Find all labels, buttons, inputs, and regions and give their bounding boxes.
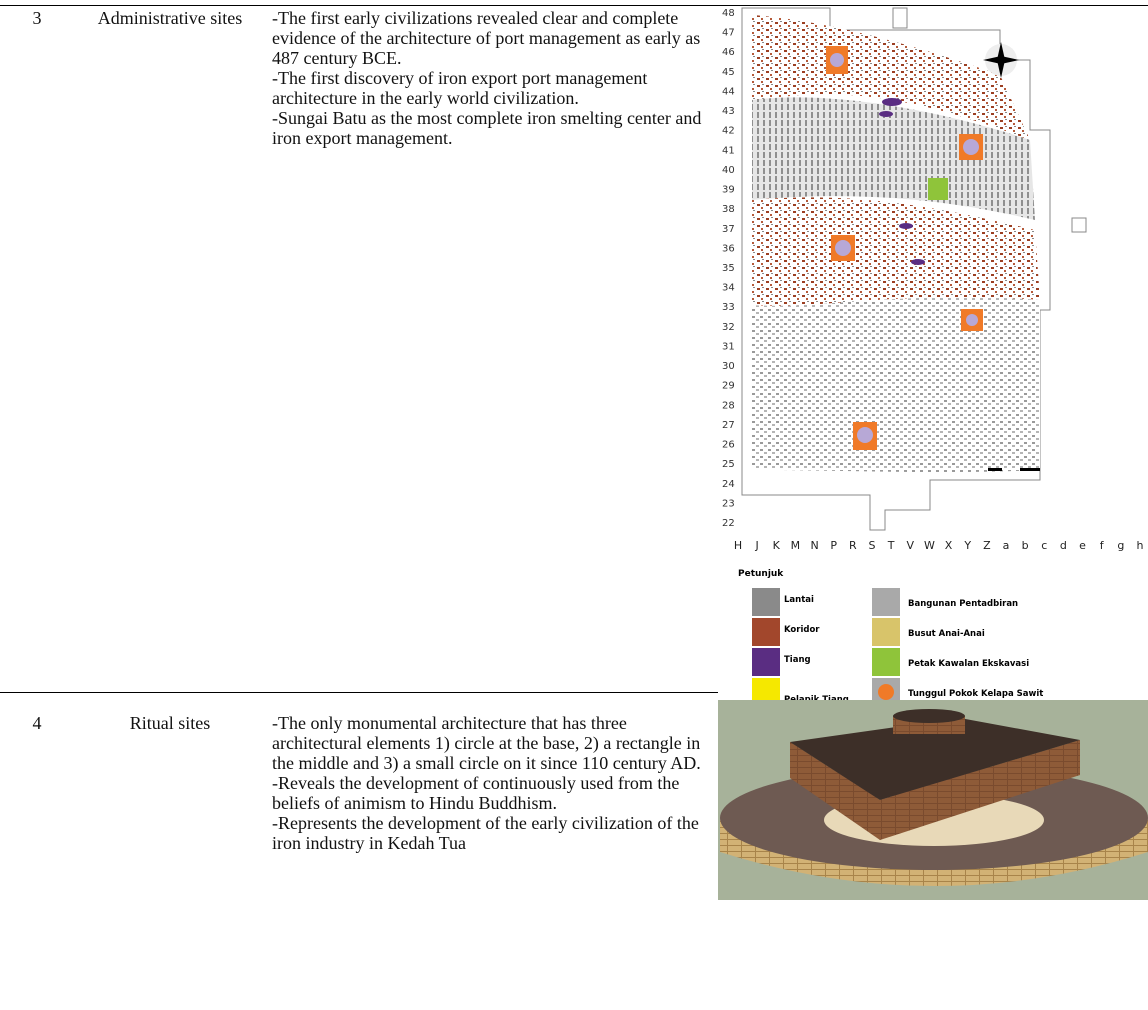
floor-area xyxy=(752,97,1035,220)
row-label: 27 xyxy=(722,420,735,431)
description-line: -Sungai Batu as the most complete iron s… xyxy=(272,108,702,148)
site-name: Ritual sites xyxy=(129,713,211,733)
column-label: K xyxy=(773,539,781,552)
column-label: M xyxy=(791,539,801,552)
description-line: -The first discovery of iron export port… xyxy=(272,68,648,108)
row-label: 35 xyxy=(722,263,735,274)
row-label: 37 xyxy=(722,224,735,235)
row-label: 30 xyxy=(722,361,735,372)
column-label: R xyxy=(849,539,857,552)
legend-swatch xyxy=(872,588,900,616)
rule xyxy=(0,692,718,693)
column-label: H xyxy=(734,539,742,552)
row-label: 47 xyxy=(722,28,735,39)
legend-swatch xyxy=(752,648,780,676)
row-label: 26 xyxy=(722,440,735,451)
column-label: T xyxy=(887,539,895,552)
row-label: 39 xyxy=(722,185,735,196)
column-label: P xyxy=(830,539,837,552)
legend-title: Petunjuk xyxy=(738,569,784,579)
description-line: -The first early civilizations revealed … xyxy=(272,8,701,68)
description: -The first early civilizations revealed … xyxy=(272,8,712,148)
legend-label: Tunggul Pokok Kelapa Sawit xyxy=(908,689,1043,699)
pillars xyxy=(879,98,925,265)
site-map: 48 47 46 45 44 43 42 41 40 39 38 37 36 35 34 33 32 31 30 29… xyxy=(722,7,1144,706)
description-line: -The only monumental architecture that h… xyxy=(272,713,701,773)
column-label: N xyxy=(810,539,818,552)
row-label: 38 xyxy=(722,204,735,215)
legend-label: Koridor xyxy=(784,625,820,635)
legend-swatch xyxy=(872,648,900,676)
row-label: 33 xyxy=(722,302,735,313)
legend-label: Lantai xyxy=(784,595,814,605)
column-label: b xyxy=(1022,539,1029,552)
row-label: 31 xyxy=(722,341,735,352)
column-label: c xyxy=(1041,539,1047,552)
rule xyxy=(0,5,1148,6)
column-label: V xyxy=(907,539,915,552)
legend-swatch xyxy=(878,684,894,700)
site-name: Administrative sites xyxy=(97,8,243,28)
corridor-area xyxy=(752,197,1040,306)
row-label: 36 xyxy=(722,243,735,254)
column-label: W xyxy=(924,539,935,552)
legend-label: Bangunan Pentadbiran xyxy=(908,599,1018,609)
scale-bar xyxy=(988,468,1040,471)
description-line: -Reveals the development of continuously… xyxy=(272,773,680,813)
description: -The only monumental architecture that h… xyxy=(272,713,712,853)
description-line: -Represents the development of the early… xyxy=(272,813,699,853)
row-label: 44 xyxy=(722,86,735,97)
column-label: Y xyxy=(963,539,971,552)
top-circle xyxy=(893,709,965,723)
row-label: 32 xyxy=(722,322,735,333)
control-plot xyxy=(928,178,948,200)
row-label: 23 xyxy=(722,498,735,509)
row-label: 40 xyxy=(722,165,735,176)
column-label: h xyxy=(1137,539,1144,552)
column-label: f xyxy=(1100,539,1105,552)
outline-box xyxy=(892,7,908,29)
row-label: 34 xyxy=(722,283,735,294)
platform-side xyxy=(880,740,1080,840)
column-label: J xyxy=(755,539,759,552)
admin-area xyxy=(752,297,1040,473)
outline-box xyxy=(1071,217,1087,233)
row-label: 41 xyxy=(722,145,735,156)
legend-label: Busut Anai-Anai xyxy=(908,629,985,639)
row-label: 28 xyxy=(722,400,735,411)
row-label: 25 xyxy=(722,459,735,470)
row-label: 45 xyxy=(722,67,735,78)
row-label: 22 xyxy=(722,518,735,529)
ritual-model xyxy=(718,700,1148,900)
row-label: 42 xyxy=(722,126,735,137)
column-label: Z xyxy=(983,539,991,552)
row-number: 4 xyxy=(32,713,42,733)
row-label: 24 xyxy=(722,479,735,490)
row-number: 3 xyxy=(32,8,42,28)
palm-stumps xyxy=(826,46,983,450)
legend-swatch xyxy=(872,618,900,646)
column-label: e xyxy=(1079,539,1086,552)
row-label: 29 xyxy=(722,381,735,392)
column-label: X xyxy=(945,539,953,552)
legend-label: Petak Kawalan Ekskavasi xyxy=(908,659,1029,669)
column-label: S xyxy=(869,539,876,552)
column-label: g xyxy=(1117,539,1124,552)
row-label: 46 xyxy=(722,47,735,58)
legend-label: Tiang xyxy=(784,655,811,665)
north-arrow xyxy=(983,42,1019,78)
column-label: a xyxy=(1003,539,1010,552)
corridor-area xyxy=(752,15,1030,140)
column-label: d xyxy=(1060,539,1067,552)
platform-side xyxy=(790,742,880,840)
platform-top xyxy=(790,718,1080,800)
row-label: 48 xyxy=(722,8,735,19)
legend-swatch xyxy=(752,588,780,616)
legend-swatch xyxy=(752,618,780,646)
row-label: 43 xyxy=(722,106,735,117)
